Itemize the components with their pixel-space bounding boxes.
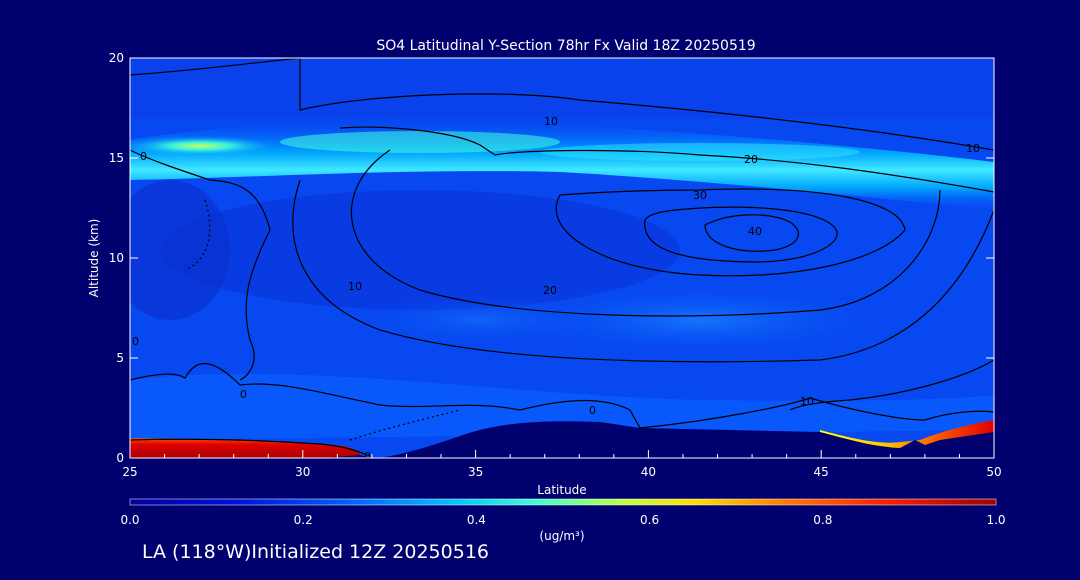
colorbar-tick-label: 0.6 (640, 513, 659, 527)
y-tick-label: 0 (116, 451, 124, 465)
x-tick-label: 35 (468, 465, 483, 479)
contour-dotted (184, 199, 461, 441)
contour-label: 0 (364, 450, 371, 463)
y-tick-label: 5 (116, 351, 124, 365)
y-tick-label: 20 (109, 51, 124, 65)
contour-40-outer (644, 206, 838, 263)
contour-labels: 10 10 20 30 40 10 20 0 0 0 0 0 10 (132, 115, 980, 463)
contour-label: 30 (693, 189, 707, 202)
y-tick-label: 15 (109, 151, 124, 165)
contour-label: 10 (544, 115, 558, 128)
y-tick-label: 10 (109, 251, 124, 265)
contour-10-upper (299, 58, 994, 151)
contour-label: 0 (132, 335, 139, 348)
contour-label: 40 (748, 225, 762, 238)
contour-label: 10 (966, 142, 980, 155)
contour-0-low (130, 363, 994, 429)
x-tick-label: 50 (986, 465, 1001, 479)
x-axis-label: Latitude (537, 483, 586, 497)
contour-10-mid (292, 179, 994, 363)
contour-label: 0 (589, 404, 596, 417)
contour-0-ground (130, 438, 371, 457)
chart-title: SO4 Latitudinal Y-Section 78hr Fx Valid … (376, 38, 755, 54)
x-tick-label: 45 (814, 465, 829, 479)
contour-label: 0 (240, 388, 247, 401)
contour-label: 20 (543, 284, 557, 297)
contour-10-east (789, 359, 994, 411)
contour-lines (130, 58, 994, 457)
colorbar-tick-label: 0.0 (120, 513, 139, 527)
colorbar-tick-label: 0.2 (294, 513, 313, 527)
colorbar-tick-label: 0.4 (467, 513, 486, 527)
run-info-label: LA (118°W)Initialized 12Z 20250516 (142, 541, 489, 563)
contour-30 (555, 188, 906, 277)
colorbar-ticks: 0.0 0.2 0.4 0.6 0.8 1.0 (120, 513, 1005, 527)
x-tick-label: 30 (295, 465, 310, 479)
x-tick-label: 25 (122, 465, 137, 479)
contour-label: 10 (348, 280, 362, 293)
x-axis: 25 30 35 40 45 50 (122, 450, 1002, 479)
contour-40-inner (704, 214, 800, 252)
x-tick-label: 40 (641, 465, 656, 479)
contour-20-mid (350, 149, 941, 317)
y-axis-label: Altitude (km) (87, 219, 101, 298)
concentration-field (130, 58, 994, 458)
contour-label: 10 (800, 395, 814, 408)
colorbar-tick-label: 0.8 (813, 513, 832, 527)
colorbar (129, 498, 997, 506)
contour-label: 0 (140, 150, 147, 163)
contour-10-outer (130, 58, 301, 76)
contour-label: 20 (744, 153, 758, 166)
colorbar-unit-label: (ug/m³) (539, 529, 584, 543)
contour-20-loop (339, 126, 994, 193)
colorbar-tick-label: 1.0 (986, 513, 1005, 527)
contour-0-west (130, 149, 271, 381)
